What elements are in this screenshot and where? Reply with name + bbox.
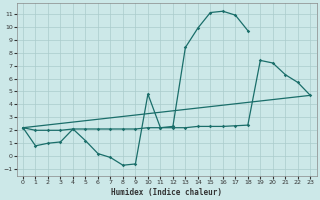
X-axis label: Humidex (Indice chaleur): Humidex (Indice chaleur): [111, 188, 222, 197]
